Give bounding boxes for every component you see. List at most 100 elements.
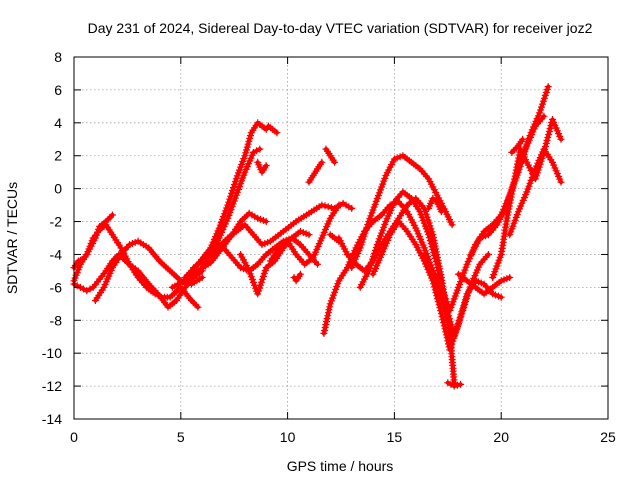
series-line <box>306 160 324 185</box>
plot-frame <box>73 56 609 420</box>
data-point <box>457 380 465 388</box>
data-point <box>539 100 546 108</box>
data-point <box>451 331 459 339</box>
data-point <box>544 134 552 141</box>
data-point <box>367 261 375 269</box>
y-tick-label: 2 <box>54 148 62 164</box>
data-point <box>262 162 270 170</box>
data-point <box>460 302 468 310</box>
series-arc-10 <box>198 199 356 268</box>
data-point <box>430 280 438 288</box>
data-point <box>225 198 233 206</box>
data-point <box>430 283 438 291</box>
data-point <box>447 343 455 351</box>
data-point <box>256 145 264 153</box>
data-point <box>545 128 553 135</box>
y-tick-label: 8 <box>54 49 62 65</box>
data-point <box>257 281 264 289</box>
x-tick-label: 15 <box>387 429 403 445</box>
data-point <box>360 232 368 240</box>
data-point <box>441 325 449 333</box>
data-point <box>198 274 206 281</box>
data-point <box>453 381 461 389</box>
data-point <box>335 201 343 209</box>
data-point <box>512 166 520 174</box>
data-point <box>73 282 81 290</box>
data-point <box>436 304 444 312</box>
data-point <box>426 237 434 245</box>
x-axis-label: GPS time / hours <box>287 458 394 474</box>
data-point <box>519 135 527 143</box>
y-tick-label: 4 <box>54 115 62 131</box>
data-point <box>431 254 439 262</box>
y-tick-label: -14 <box>42 411 62 427</box>
y-axis-label: SDTVAR / TECUs <box>4 182 20 294</box>
x-tick-label: 0 <box>70 429 78 445</box>
y-tick-label: 6 <box>54 82 62 98</box>
data-point <box>431 251 439 259</box>
data-point <box>439 316 447 324</box>
data-point <box>447 321 455 329</box>
series-arc-8 <box>254 158 270 176</box>
y-tick-label: -2 <box>50 214 63 230</box>
data-point <box>542 140 550 147</box>
data-point <box>438 313 446 321</box>
y-tick-label: -6 <box>50 279 63 295</box>
data-point <box>442 328 450 336</box>
data-point <box>542 89 550 96</box>
data-point <box>324 203 332 211</box>
data-point <box>108 211 116 219</box>
series-arc-29 <box>506 145 565 239</box>
data-point <box>273 129 281 137</box>
data-point <box>544 83 552 91</box>
series-arc-27 <box>455 270 514 298</box>
data-point <box>506 274 514 281</box>
data-point <box>364 221 372 228</box>
series-arc-9 <box>264 122 281 137</box>
y-tick-label: -4 <box>50 246 63 262</box>
data-point <box>321 202 329 210</box>
data-point <box>508 187 516 195</box>
data-point <box>296 270 304 278</box>
data-point <box>429 277 437 285</box>
data-point <box>457 311 465 319</box>
data-point <box>450 382 458 390</box>
series-arc-2 <box>70 211 116 272</box>
data-point <box>434 295 441 303</box>
data-point <box>86 285 94 293</box>
data-point <box>83 287 91 295</box>
data-point <box>484 251 492 258</box>
data-point <box>434 298 442 306</box>
data-point <box>260 270 268 277</box>
x-tick-label: 10 <box>280 429 296 445</box>
data-point <box>371 249 378 257</box>
data-point <box>249 148 257 156</box>
data-point <box>305 231 313 239</box>
series-arc-16 <box>322 145 339 166</box>
data-point <box>80 285 88 293</box>
data-point <box>437 310 445 318</box>
series-arc-28 <box>489 116 565 281</box>
series-arc-13 <box>267 201 343 268</box>
x-tick-label: 25 <box>600 429 616 445</box>
data-point <box>429 246 437 253</box>
data-point <box>557 135 565 143</box>
data-point <box>461 296 469 304</box>
series-arc-23 <box>425 195 445 216</box>
data-point <box>425 231 433 239</box>
data-point <box>444 379 452 387</box>
data-point <box>437 307 445 315</box>
data-point <box>440 322 448 330</box>
data-point <box>318 201 326 209</box>
series-arc-14 <box>290 270 304 285</box>
data-point <box>229 187 236 194</box>
data-point <box>433 260 441 268</box>
series-arc-15 <box>305 158 326 186</box>
series-arc-30 <box>508 135 527 156</box>
data-point <box>497 293 505 301</box>
data-point <box>545 131 553 138</box>
data-point <box>511 175 519 183</box>
series-arc-24 <box>444 379 465 390</box>
data-point <box>447 380 455 388</box>
